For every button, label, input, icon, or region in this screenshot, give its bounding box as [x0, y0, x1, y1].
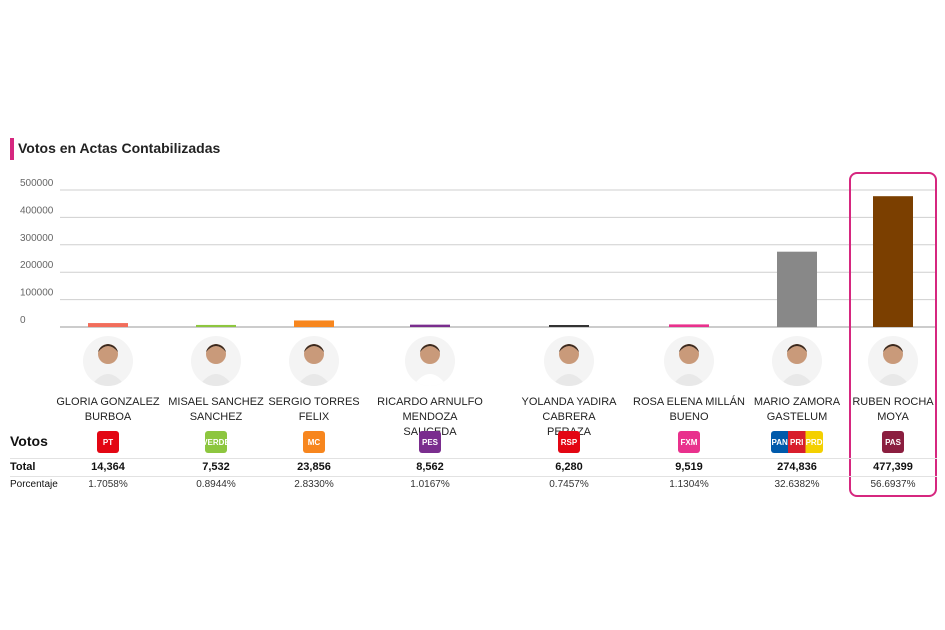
- candidate-photo: [405, 336, 455, 386]
- chart-title: Votos en Actas Contabilizadas: [18, 140, 221, 156]
- bar[interactable]: [669, 324, 709, 327]
- vote-percentage: 1.0167%: [410, 479, 450, 490]
- candidate-name-line1: SERGIO TORRES: [268, 396, 360, 408]
- bar-chart: 500000 400000 300000 200000 100000 0: [20, 178, 937, 328]
- vote-percentage: 1.1304%: [669, 479, 709, 490]
- y-tick-label: 200000: [20, 260, 54, 271]
- total-row-label: Total: [10, 461, 36, 473]
- candidate-name-line2: FELIX: [298, 411, 330, 423]
- candidate-name-line2: BURBOA: [84, 411, 132, 423]
- candidate-name-line1: YOLANDA YADIRA CABRERA: [521, 396, 617, 423]
- vote-total: 8,562: [416, 461, 444, 473]
- candidate-name-line1: ROSA ELENA MILLÁN: [633, 396, 745, 408]
- candidate-name-line2: GASTELUM: [766, 411, 828, 423]
- candidate-name-line1: MISAEL SANCHEZ: [168, 396, 264, 408]
- candidate-name: RUBEN ROCHA MOYA: [828, 395, 945, 425]
- y-tick-label: 0: [20, 315, 26, 326]
- divider: [10, 458, 937, 459]
- y-tick-label: 100000: [20, 288, 54, 299]
- candidate-name: MARIO ZAMORA GASTELUM: [732, 395, 862, 425]
- party-logo: PES: [419, 431, 441, 453]
- title-accent-bar: [10, 138, 14, 160]
- candidate-name-line1: RUBEN ROCHA: [852, 396, 934, 408]
- candidate-name: ROSA ELENA MILLÁN BUENO: [624, 395, 754, 425]
- party-logo: PAN PRI PRD: [771, 431, 823, 453]
- candidate-name-line2: SANCHEZ: [189, 411, 243, 423]
- y-tick-label: 300000: [20, 233, 54, 244]
- candidate-photo: [664, 336, 714, 386]
- vote-percentage: 1.7058%: [88, 479, 128, 490]
- candidate-name-line2: BUENO: [669, 411, 709, 423]
- divider: [10, 476, 937, 477]
- bar[interactable]: [88, 323, 128, 327]
- party-logo: RSP: [558, 431, 580, 453]
- vote-total: 6,280: [555, 461, 583, 473]
- bar[interactable]: [777, 251, 817, 327]
- percentage-row-label: Porcentaje: [10, 479, 58, 490]
- candidate-name: RICARDO ARNULFO MENDOZASAUCEDA: [365, 395, 495, 440]
- vote-percentage: 32.6382%: [774, 479, 820, 490]
- vote-total: 14,364: [91, 461, 125, 473]
- candidate-name: MISAEL SANCHEZ SANCHEZ: [151, 395, 281, 425]
- votos-row-label: Votos: [10, 433, 48, 449]
- y-tick-label: 500000: [20, 178, 54, 189]
- candidate-name-line2: MOYA: [877, 411, 909, 423]
- vote-percentage: 56.6937%: [870, 479, 916, 490]
- party-logo: PT: [97, 431, 119, 453]
- candidate-name: GLORIA GONZALEZ BURBOA: [43, 395, 173, 425]
- candidate-photo: [544, 336, 594, 386]
- candidate-photo: [868, 336, 918, 386]
- candidate-photo: [772, 336, 822, 386]
- vote-percentage: 0.8944%: [196, 479, 236, 490]
- y-tick-label: 400000: [20, 205, 54, 216]
- vote-total: 477,399: [873, 461, 913, 473]
- candidate-name: SERGIO TORRES FELIX: [249, 395, 379, 425]
- vote-total: 7,532: [202, 461, 230, 473]
- bar[interactable]: [294, 320, 334, 327]
- party-logo: MC: [303, 431, 325, 453]
- vote-total: 274,836: [777, 461, 817, 473]
- candidate-photo: [191, 336, 241, 386]
- bar[interactable]: [873, 196, 913, 327]
- vote-total: 9,519: [675, 461, 703, 473]
- candidate-name-line1: RICARDO ARNULFO MENDOZA: [377, 396, 483, 423]
- vote-percentage: 2.8330%: [294, 479, 334, 490]
- winner-highlight-box: [849, 172, 937, 497]
- party-logo: FXM: [678, 431, 700, 453]
- party-logo: PAS: [882, 431, 904, 453]
- bar[interactable]: [549, 325, 589, 327]
- candidate-photo: [83, 336, 133, 386]
- candidate-name-line1: MARIO ZAMORA: [753, 396, 841, 408]
- vote-percentage: 0.7457%: [549, 479, 589, 490]
- candidate-name-line1: GLORIA GONZALEZ: [56, 396, 160, 408]
- bar[interactable]: [196, 324, 236, 327]
- vote-total: 23,856: [297, 461, 331, 473]
- bar[interactable]: [410, 324, 450, 327]
- party-logo: VERDE: [202, 431, 230, 453]
- candidate-photo: [289, 336, 339, 386]
